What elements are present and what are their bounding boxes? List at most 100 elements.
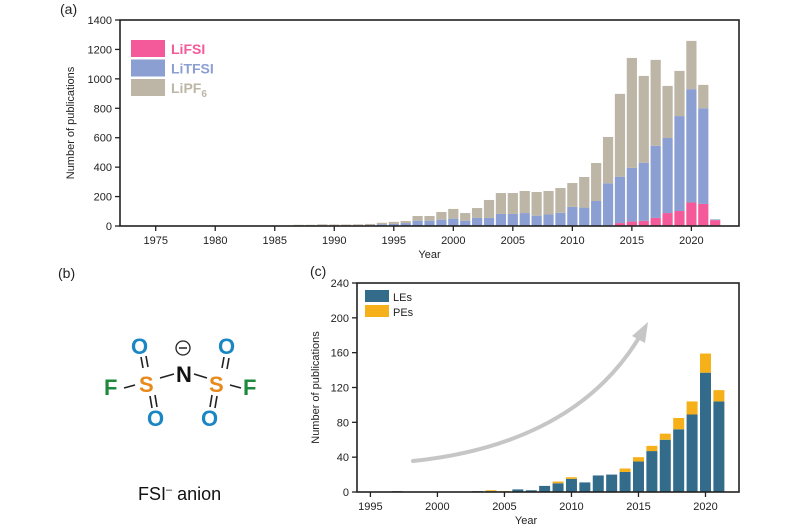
bar-pes-2019 — [686, 401, 698, 415]
bar-litfsi-2005 — [507, 213, 518, 226]
atom-o-bottom-left: O — [147, 406, 164, 431]
bar-les-2016 — [646, 451, 658, 492]
y-tick-label: 240 — [331, 278, 349, 290]
bar-les-2015 — [632, 461, 644, 492]
bar-lipf6-1988 — [305, 224, 316, 226]
x-tick-label: 1985 — [263, 235, 287, 247]
chart-c: 1995 2000 2005 2010 2015 2020 0 40 80 120 160 200 24… — [310, 278, 740, 527]
bar-les-2021 — [713, 401, 725, 492]
x-tick-label: 1980 — [203, 235, 227, 247]
bar-lifsi-2017 — [650, 217, 661, 226]
bar-litfsi-2019 — [674, 116, 685, 211]
y-tick-label: 40 — [337, 452, 349, 464]
bar-lipf6-2010 — [567, 183, 578, 207]
x-tick-label: 2010 — [559, 501, 583, 513]
bar-litfsi-2011 — [579, 207, 590, 226]
bond-s-o-double-g — [209, 394, 213, 408]
bar-lipf6-2017 — [650, 59, 661, 146]
bar-les-2019 — [686, 414, 698, 492]
bar-lifsi-2014 — [614, 223, 626, 226]
bar-litfsi-2000 — [448, 218, 459, 226]
bar-les-2010 — [565, 478, 577, 492]
bar-litfsi-2015 — [626, 167, 637, 222]
chart-a: 1975 1980 1985 1990 1995 2000 2005 2010 2015 2020… — [65, 15, 740, 261]
bar-lifsi-2015 — [626, 221, 637, 226]
x-tick-label: 2015 — [626, 501, 650, 513]
y-tick-label: 120 — [331, 383, 349, 395]
bar-les-2006 — [512, 489, 524, 492]
legend-swatch-les — [365, 290, 389, 302]
bar-les-2011 — [579, 482, 591, 492]
bar-lifsi-2020 — [686, 202, 697, 226]
bar-lipf6-1999 — [436, 212, 447, 220]
bond-s-o-double-a — [140, 356, 144, 369]
atom-f-left: F — [104, 375, 117, 400]
bar-pes-2016 — [646, 445, 658, 452]
legend-label-litfsi: LiTFSI — [171, 61, 214, 77]
legend-label-pes: PEs — [393, 307, 414, 319]
legend-subscript: 6 — [201, 89, 207, 100]
bar-litfsi-1996 — [400, 223, 411, 226]
bar-lipf6-2021 — [698, 84, 709, 109]
legend-label-lifsi: LiFSI — [171, 41, 205, 57]
caption-rest: anion — [172, 484, 221, 504]
bar-lipf6-1998 — [424, 215, 435, 221]
y-tick-label: 800 — [94, 103, 112, 115]
bar-litfsi-2014 — [614, 176, 626, 224]
bar-lipf6-1987 — [293, 224, 304, 226]
bar-lipf6-1995 — [388, 221, 399, 224]
bar-lipf6-1990 — [329, 224, 340, 226]
legend-text: LiTFSI — [171, 61, 214, 77]
bar-lipf6-2011 — [579, 177, 590, 208]
x-tick-label: 2000 — [425, 501, 449, 513]
bond-n-s-right — [193, 373, 208, 379]
bar-litfsi-2022 — [710, 219, 721, 221]
bar-lipf6-2015 — [626, 57, 637, 168]
bar-lipf6-2008 — [543, 190, 554, 215]
x-tick-label: 2015 — [620, 235, 644, 247]
bond-s-n-left — [159, 373, 175, 379]
bar-lipf6-2014 — [614, 93, 626, 177]
x-tick-label: 2005 — [501, 235, 525, 247]
bar-litfsi-2008 — [543, 214, 554, 226]
bar-lipf6-2006 — [519, 190, 530, 214]
bar-litfsi-2017 — [650, 145, 661, 218]
x-axis-title: Year — [515, 515, 538, 527]
y-axis-title: Number of publications — [65, 66, 77, 179]
bar-pes-2004 — [485, 490, 497, 492]
bar-les-2007 — [525, 490, 537, 492]
bar-lifsi-2018 — [662, 213, 673, 226]
atom-s-right: S — [209, 372, 224, 397]
atom-n: N — [176, 362, 192, 387]
legend-swatch-pes — [365, 305, 389, 317]
caption-sup: – — [166, 484, 173, 496]
bar-lifsi-2019 — [674, 210, 685, 226]
bar-litfsi-2016 — [638, 162, 649, 221]
molecule-caption: FSI– anion — [138, 484, 221, 504]
bar-pes-2018 — [673, 417, 685, 430]
bond-s-o-double-h — [214, 395, 218, 409]
y-tick-label: 160 — [331, 348, 349, 360]
x-tick-label: 1975 — [143, 235, 167, 247]
x-axis-title: Year — [418, 249, 441, 261]
y-tick-label: 0 — [106, 221, 112, 233]
y-tick-label: 1000 — [88, 74, 112, 86]
bar-litfsi-1998 — [424, 220, 435, 226]
plot-frame — [119, 19, 740, 227]
bar-lipf6-1997 — [412, 215, 423, 221]
panel-label-c: (c) — [310, 263, 326, 279]
bar-lipf6-2012 — [591, 163, 602, 201]
legend-swatch-litfsi — [131, 59, 165, 77]
bar-lipf6-1993 — [364, 223, 376, 226]
y-tick-label: 400 — [94, 162, 112, 174]
legend-label-les: LEs — [393, 292, 412, 304]
bar-les-2013 — [606, 474, 618, 492]
atom-o-top-left: O — [131, 334, 148, 359]
bar-litfsi-2020 — [686, 89, 697, 203]
bar-litfsi-1997 — [412, 220, 423, 226]
bar-les-2009 — [552, 483, 564, 492]
panel-label-b: (b) — [58, 265, 75, 281]
y-tick-label: 600 — [94, 133, 112, 145]
bar-litfsi-2009 — [555, 212, 566, 226]
